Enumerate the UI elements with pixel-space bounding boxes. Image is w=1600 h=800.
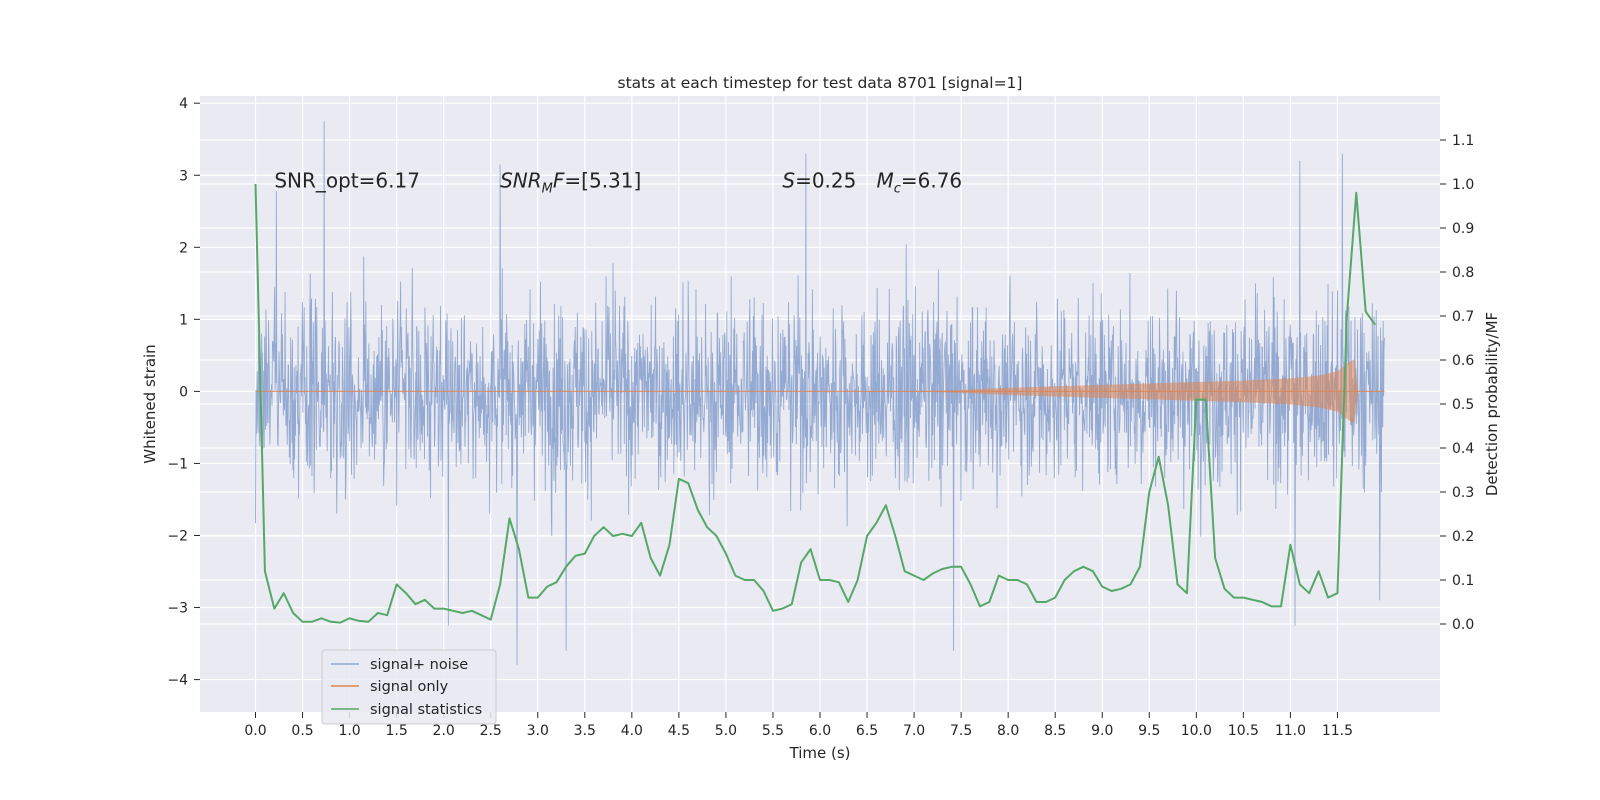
x-tick-label: 3.0 [527, 723, 549, 739]
x-tick-label: 2.5 [480, 723, 502, 739]
y-tick-label: 1 [179, 312, 188, 328]
right-y-tick-label: 0.6 [1452, 353, 1474, 369]
signal-plus-noise-line [255, 121, 1385, 666]
legend-label-signal-statistics: signal statistics [370, 702, 482, 718]
right-y-tick-label: 0.2 [1452, 529, 1474, 545]
right-y-axis-ticks: 0.0 0.1 0.2 0.3 0.4 0.5 0.6 0.7 0.8 0.9 1.0 1.1 [1440, 133, 1474, 633]
y-axis-ticks: −4 −3 −2 −1 0 1 2 3 4 [167, 96, 200, 689]
x-tick-label: 1.0 [338, 723, 360, 739]
legend-label-signal-only: signal only [370, 679, 449, 695]
x-tick-label: 8.5 [1044, 723, 1066, 739]
right-y-tick-label: 0.8 [1452, 265, 1474, 281]
right-y-tick-label: 0.3 [1452, 485, 1474, 501]
signal-statistics-line [254, 183, 1376, 624]
x-tick-label: 11.0 [1275, 723, 1306, 739]
x-axis-label: Time (s) [789, 744, 851, 762]
x-tick-label: 9.5 [1138, 723, 1160, 739]
x-tick-label: 10.5 [1228, 723, 1259, 739]
x-tick-label: 2.0 [433, 723, 455, 739]
signal-plus-noise-series [255, 121, 1385, 666]
right-y-tick-label: 0.9 [1452, 221, 1474, 237]
y-tick-label: −3 [167, 601, 188, 617]
x-tick-label: 7.5 [950, 723, 972, 739]
right-y-tick-label: 0.4 [1452, 441, 1474, 457]
x-tick-label: 11.5 [1322, 723, 1353, 739]
x-tick-label: 10.0 [1181, 723, 1212, 739]
right-y-tick-label: 1.0 [1452, 177, 1474, 193]
x-tick-label: 6.0 [809, 723, 831, 739]
chart-title: stats at each timestep for test data 870… [618, 74, 1023, 92]
right-y-tick-label: 0.0 [1452, 617, 1474, 633]
y-tick-label: −2 [167, 528, 188, 544]
x-tick-label: 9.0 [1091, 723, 1113, 739]
right-y-tick-label: 0.5 [1452, 397, 1474, 413]
y-tick-label: 0 [179, 384, 188, 400]
x-tick-label: 7.0 [903, 723, 925, 739]
x-tick-label: 0.5 [291, 723, 313, 739]
y-axis-label: Whitened strain [141, 344, 159, 463]
x-tick-label: 5.0 [715, 723, 737, 739]
y-tick-label: −4 [167, 673, 188, 689]
y-tick-label: 2 [179, 240, 188, 256]
y-tick-label: −1 [167, 456, 188, 472]
y-tick-label: 4 [179, 96, 188, 112]
signal-only-series [255, 358, 1385, 424]
annotation-0: SNR_opt=6.17 [274, 168, 420, 192]
right-y-tick-label: 1.1 [1452, 133, 1474, 149]
x-tick-label: 6.5 [856, 723, 878, 739]
x-axis-ticks: 0.0 0.5 1.0 1.5 2.0 2.5 3.0 3.5 4.0 4.5 5.0 5.5 6.0 6… [244, 712, 1353, 739]
annotation-1: SNRMF=[5.31] [500, 168, 641, 196]
x-tick-label: 4.5 [668, 723, 690, 739]
right-y-tick-label: 0.7 [1452, 309, 1474, 325]
x-tick-label: 0.0 [244, 723, 266, 739]
x-tick-label: 8.0 [997, 723, 1019, 739]
annotation-3: Mc=6.76 [876, 168, 962, 196]
legend-label-signal-plus-noise: signal+ noise [370, 657, 468, 673]
legend: signal+ noise signal only signal statist… [321, 649, 497, 725]
right-y-tick-label: 0.1 [1452, 573, 1474, 589]
signal-statistics-series [254, 183, 1376, 624]
annotations: SNR_opt=6.17 SNRMF=[5.31] S=0.25 Mc=6.76 [274, 168, 962, 196]
legend-box [321, 649, 497, 725]
y-tick-label: 3 [179, 168, 188, 184]
annotation-2: S=0.25 [782, 168, 856, 192]
x-tick-label: 4.0 [621, 723, 643, 739]
x-tick-label: 3.5 [574, 723, 596, 739]
x-tick-label: 1.5 [385, 723, 407, 739]
right-y-axis-label: Detection probability/MF [1483, 312, 1501, 496]
x-tick-label: 5.5 [762, 723, 784, 739]
